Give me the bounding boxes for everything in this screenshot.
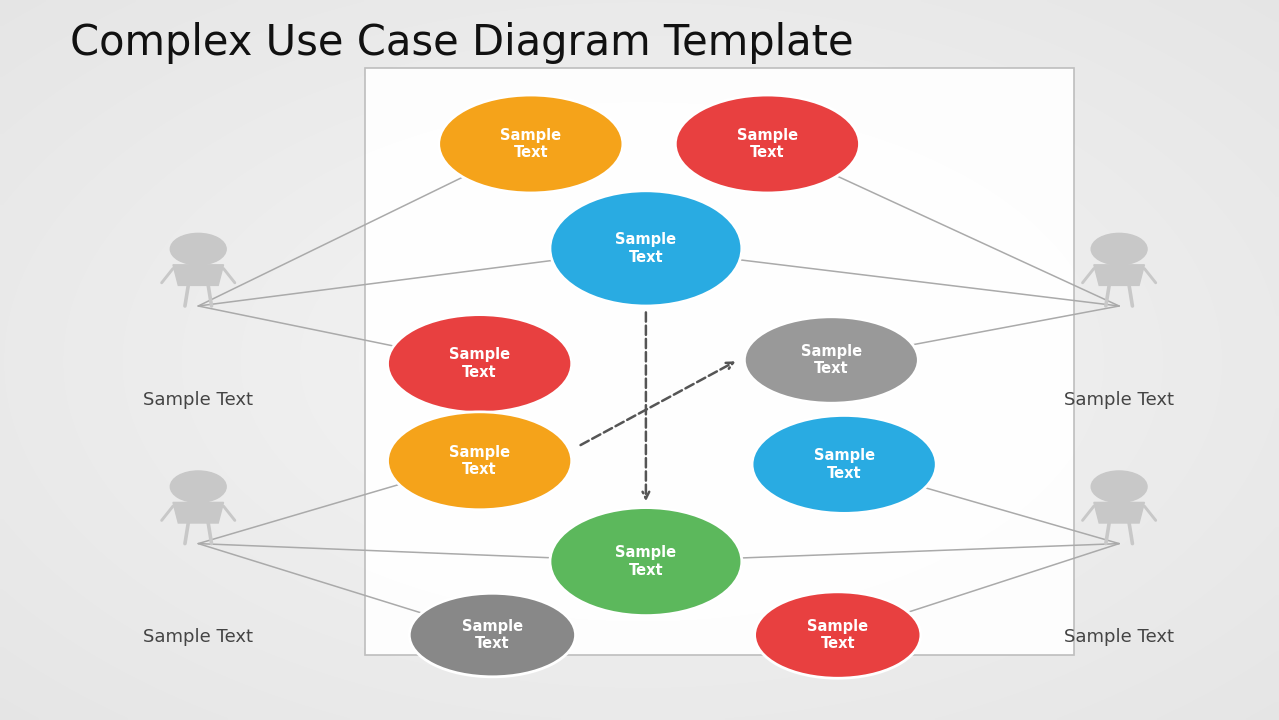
- Text: Sample
Text: Sample Text: [449, 348, 510, 380]
- Text: Sample
Text: Sample Text: [615, 232, 677, 264]
- Circle shape: [170, 233, 226, 265]
- Text: Sample
Text: Sample Text: [462, 618, 523, 651]
- Ellipse shape: [550, 508, 742, 616]
- Ellipse shape: [752, 415, 936, 513]
- Polygon shape: [173, 503, 224, 523]
- Text: Sample Text: Sample Text: [1064, 390, 1174, 409]
- Ellipse shape: [388, 412, 572, 510]
- Circle shape: [170, 471, 226, 503]
- Ellipse shape: [755, 592, 921, 678]
- Polygon shape: [1094, 265, 1145, 285]
- Text: Sample
Text: Sample Text: [801, 344, 862, 376]
- Text: Sample
Text: Sample Text: [807, 618, 868, 651]
- Polygon shape: [1094, 503, 1145, 523]
- Text: Sample
Text: Sample Text: [500, 127, 561, 161]
- Circle shape: [1091, 471, 1147, 503]
- Text: Sample Text: Sample Text: [1064, 628, 1174, 647]
- Text: Sample Text: Sample Text: [143, 628, 253, 647]
- Text: Sample Text: Sample Text: [143, 390, 253, 409]
- Ellipse shape: [550, 191, 742, 306]
- Ellipse shape: [388, 315, 572, 413]
- Polygon shape: [173, 265, 224, 285]
- Ellipse shape: [744, 317, 918, 403]
- Text: Sample
Text: Sample Text: [615, 546, 677, 577]
- Circle shape: [1091, 233, 1147, 265]
- Text: Sample
Text: Sample Text: [813, 448, 875, 481]
- Ellipse shape: [409, 593, 576, 677]
- Bar: [365, 68, 1074, 655]
- Text: Sample
Text: Sample Text: [449, 444, 510, 477]
- Text: Complex Use Case Diagram Template: Complex Use Case Diagram Template: [70, 22, 854, 63]
- Ellipse shape: [439, 95, 623, 193]
- Text: Sample
Text: Sample Text: [737, 127, 798, 161]
- Ellipse shape: [675, 95, 859, 193]
